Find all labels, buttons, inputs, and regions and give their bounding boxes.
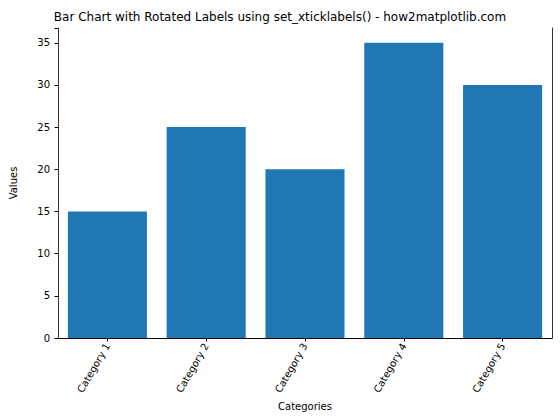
svg-text:Values: Values xyxy=(8,167,19,200)
svg-text:10: 10 xyxy=(37,248,50,259)
svg-text:20: 20 xyxy=(37,164,50,175)
svg-text:30: 30 xyxy=(37,79,50,90)
svg-text:Bar Chart with Rotated Labels: Bar Chart with Rotated Labels using set_… xyxy=(54,10,506,24)
svg-text:0: 0 xyxy=(44,333,50,344)
svg-text:35: 35 xyxy=(37,37,50,48)
svg-text:15: 15 xyxy=(37,206,50,217)
svg-text:25: 25 xyxy=(37,122,50,133)
svg-text:Categories: Categories xyxy=(278,401,332,412)
svg-text:Category 5: Category 5 xyxy=(470,341,507,394)
svg-text:Category 4: Category 4 xyxy=(371,341,408,394)
svg-text:Category 1: Category 1 xyxy=(75,341,112,394)
svg-text:5: 5 xyxy=(44,290,50,301)
svg-text:Category 3: Category 3 xyxy=(273,341,310,394)
svg-text:Category 2: Category 2 xyxy=(174,341,211,394)
